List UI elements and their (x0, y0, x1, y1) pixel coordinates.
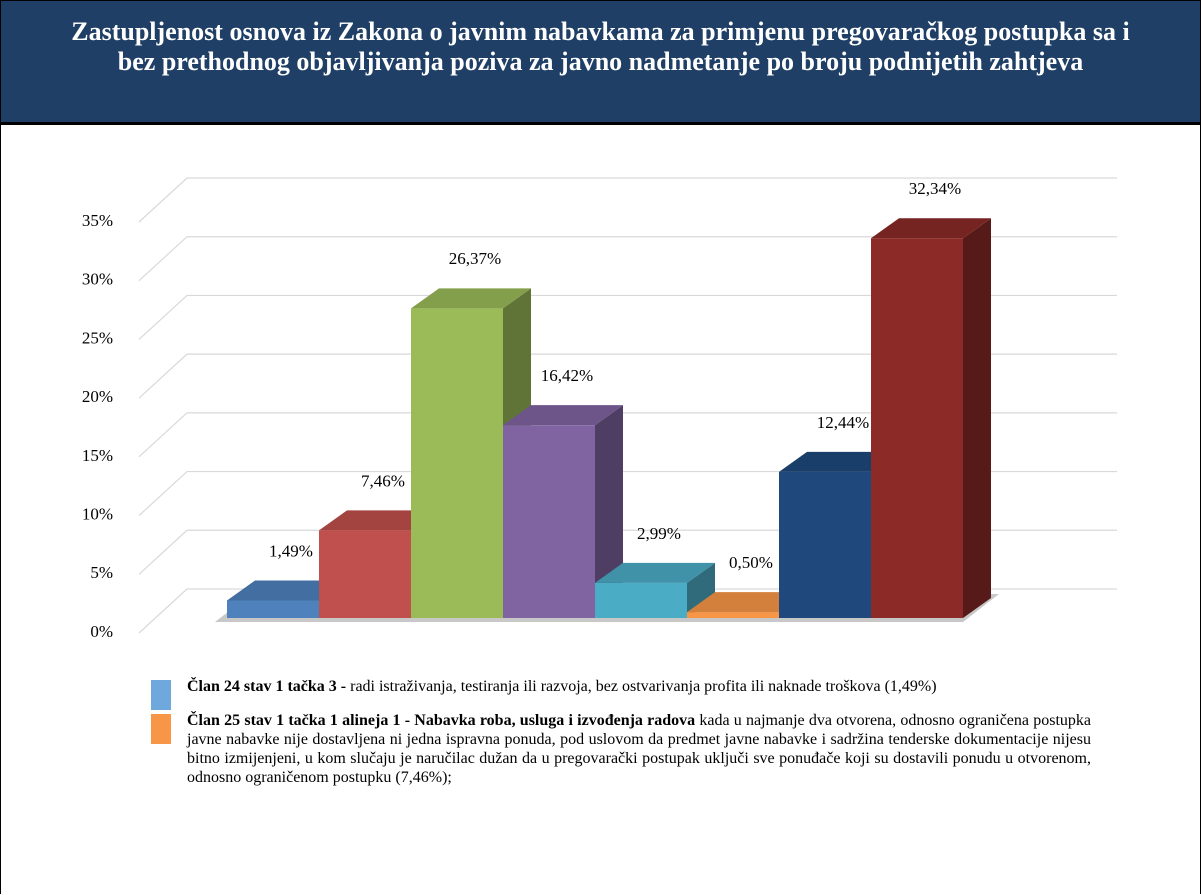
y-tick-label: 0% (90, 622, 113, 641)
bar (503, 405, 623, 618)
bar-top (687, 592, 807, 613)
y-tick-label: 10% (82, 504, 113, 523)
grid-line (138, 353, 1117, 399)
bar-side (687, 562, 715, 618)
bar-top (871, 218, 991, 239)
bar-top (227, 580, 347, 601)
value-label: 0,50% (729, 553, 773, 572)
legend-text: kada u najmanje dva otvorena, odnosno og… (187, 712, 1091, 786)
value-label: 12,44% (817, 413, 869, 432)
bar (871, 218, 991, 618)
bar-top (595, 562, 715, 583)
value-label: 16,42% (541, 366, 593, 385)
bar-side (963, 218, 991, 618)
legend-bold: Član 25 stav 1 tačka 1 alineja 1 - Nabav… (187, 712, 696, 729)
grid-line (138, 177, 1117, 223)
legend-item: Član 25 stav 1 tačka 1 alineja 1 - Nabav… (151, 711, 1091, 787)
legend-item: Član 24 stav 1 tačka 3 - radi istraživan… (151, 677, 1091, 710)
bar (411, 288, 531, 618)
bar-side (595, 405, 623, 618)
legend-text: radi istraživanja, testiranja ili razvoj… (346, 678, 937, 695)
bar-front (503, 425, 595, 618)
bar-front (227, 600, 319, 618)
chart: 0% 5% 10% 15% 20% 25% 30% 35% 1,49% 7,46% 26,37% 16… (82, 177, 1117, 641)
value-label: 2,99% (637, 524, 681, 543)
y-tick-label: 5% (90, 563, 113, 582)
bar-top (779, 451, 899, 472)
legend-swatch (151, 680, 171, 710)
grid-line (138, 294, 1117, 340)
y-tick-label: 30% (82, 270, 113, 289)
bar-front (687, 612, 779, 618)
legend-bold: Član 24 stav 1 tačka 3 - (187, 678, 347, 695)
bar-front (871, 238, 963, 618)
value-label: 7,46% (361, 471, 405, 490)
y-tick-label: 25% (82, 328, 113, 347)
bar-top (319, 510, 439, 531)
bar-front (411, 308, 503, 618)
legend-swatch (151, 714, 171, 744)
bar-front (595, 582, 687, 618)
grid-line (138, 236, 1117, 282)
bar-front (319, 530, 411, 618)
bar-top (503, 405, 623, 426)
y-tick-label: 15% (82, 446, 113, 465)
bar-front (779, 471, 871, 618)
title: Zastupljenost osnova iz Zakona o javnim … (1, 1, 1200, 125)
legend: Član 24 stav 1 tačka 3 - radi istraživan… (151, 677, 1091, 802)
y-tick-label: 20% (82, 387, 113, 406)
bar-top (411, 288, 531, 309)
bar (595, 562, 715, 618)
y-tick-label: 35% (82, 211, 113, 230)
value-label: 32,34% (909, 179, 961, 198)
value-label: 1,49% (269, 541, 313, 560)
value-label: 26,37% (449, 249, 501, 268)
grid-line (138, 412, 1117, 458)
